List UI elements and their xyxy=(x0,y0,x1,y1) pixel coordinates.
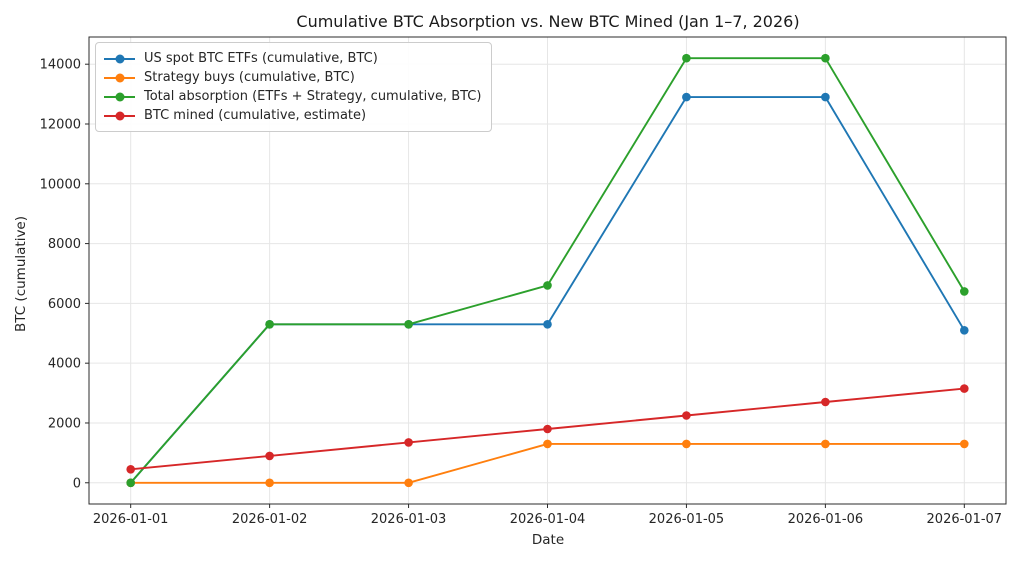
legend-line-marker-icon xyxy=(104,92,135,102)
series-marker-0 xyxy=(960,326,969,335)
legend-swatch-dot xyxy=(115,73,124,82)
series-marker-3 xyxy=(682,411,691,420)
x-tick-label: 2026-01-02 xyxy=(232,512,308,527)
series-marker-1 xyxy=(682,439,691,449)
y-tick-label: 0 xyxy=(73,476,81,491)
series-marker-1 xyxy=(543,439,552,449)
legend-line-marker-icon xyxy=(104,54,135,64)
series-marker-2 xyxy=(543,281,552,290)
series-marker-2 xyxy=(404,320,413,329)
x-tick-label: 2026-01-04 xyxy=(510,512,586,527)
legend-swatch-dot xyxy=(115,92,124,101)
y-tick-label: 12000 xyxy=(40,118,81,133)
series-marker-1 xyxy=(404,478,413,488)
legend-item-0: US spot BTC ETFs (cumulative, BTC) xyxy=(104,49,481,68)
series-marker-1 xyxy=(960,439,969,449)
series-marker-3 xyxy=(126,465,135,474)
legend-swatch-dot xyxy=(115,111,124,120)
x-tick-label: 2026-01-03 xyxy=(371,512,447,527)
series-marker-2 xyxy=(960,287,969,296)
y-tick-label: 8000 xyxy=(48,237,81,252)
y-tick-label: 6000 xyxy=(48,297,81,312)
series-marker-0 xyxy=(682,92,691,102)
legend-item-label: Strategy buys (cumulative, BTC) xyxy=(144,70,355,85)
series-marker-3 xyxy=(821,397,830,407)
legend: US spot BTC ETFs (cumulative, BTC) Strate… xyxy=(95,42,493,132)
legend-item-2: Total absorption (ETFs + Strategy, cumul… xyxy=(104,87,481,106)
series-marker-2 xyxy=(682,53,691,63)
y-tick-label: 14000 xyxy=(40,58,81,73)
series-marker-3 xyxy=(265,451,274,461)
x-tick-label: 2026-01-01 xyxy=(93,512,169,527)
legend-item-3: BTC mined (cumulative, estimate) xyxy=(104,106,481,125)
series-marker-2 xyxy=(265,320,274,329)
x-tick-label: 2026-01-07 xyxy=(927,512,1003,527)
series-marker-1 xyxy=(265,478,274,488)
y-tick-label: 2000 xyxy=(48,416,81,431)
legend-item-label: US spot BTC ETFs (cumulative, BTC) xyxy=(144,51,378,66)
legend-item-1: Strategy buys (cumulative, BTC) xyxy=(104,68,481,87)
x-axis-label: Date xyxy=(531,532,565,548)
y-tick-label: 10000 xyxy=(40,177,81,192)
legend-line-marker-icon xyxy=(104,73,135,83)
series-marker-1 xyxy=(821,439,830,449)
series-marker-2 xyxy=(821,53,830,63)
chart-title: Cumulative BTC Absorption vs. New BTC Mi… xyxy=(296,12,800,31)
series-marker-3 xyxy=(960,384,969,393)
series-marker-3 xyxy=(404,438,413,447)
series-marker-0 xyxy=(543,320,552,329)
series-marker-3 xyxy=(543,424,552,434)
series-marker-2 xyxy=(126,478,135,488)
legend-line-marker-icon xyxy=(104,111,135,121)
y-axis-label: BTC (cumulative) xyxy=(13,215,29,333)
series-marker-0 xyxy=(821,92,830,102)
x-tick-label: 2026-01-06 xyxy=(788,512,864,527)
y-tick-label: 4000 xyxy=(48,357,81,372)
x-tick-label: 2026-01-05 xyxy=(649,512,725,527)
legend-swatch-dot xyxy=(115,54,124,63)
legend-item-label: BTC mined (cumulative, estimate) xyxy=(144,108,367,123)
legend-item-label: Total absorption (ETFs + Strategy, cumul… xyxy=(144,89,482,104)
